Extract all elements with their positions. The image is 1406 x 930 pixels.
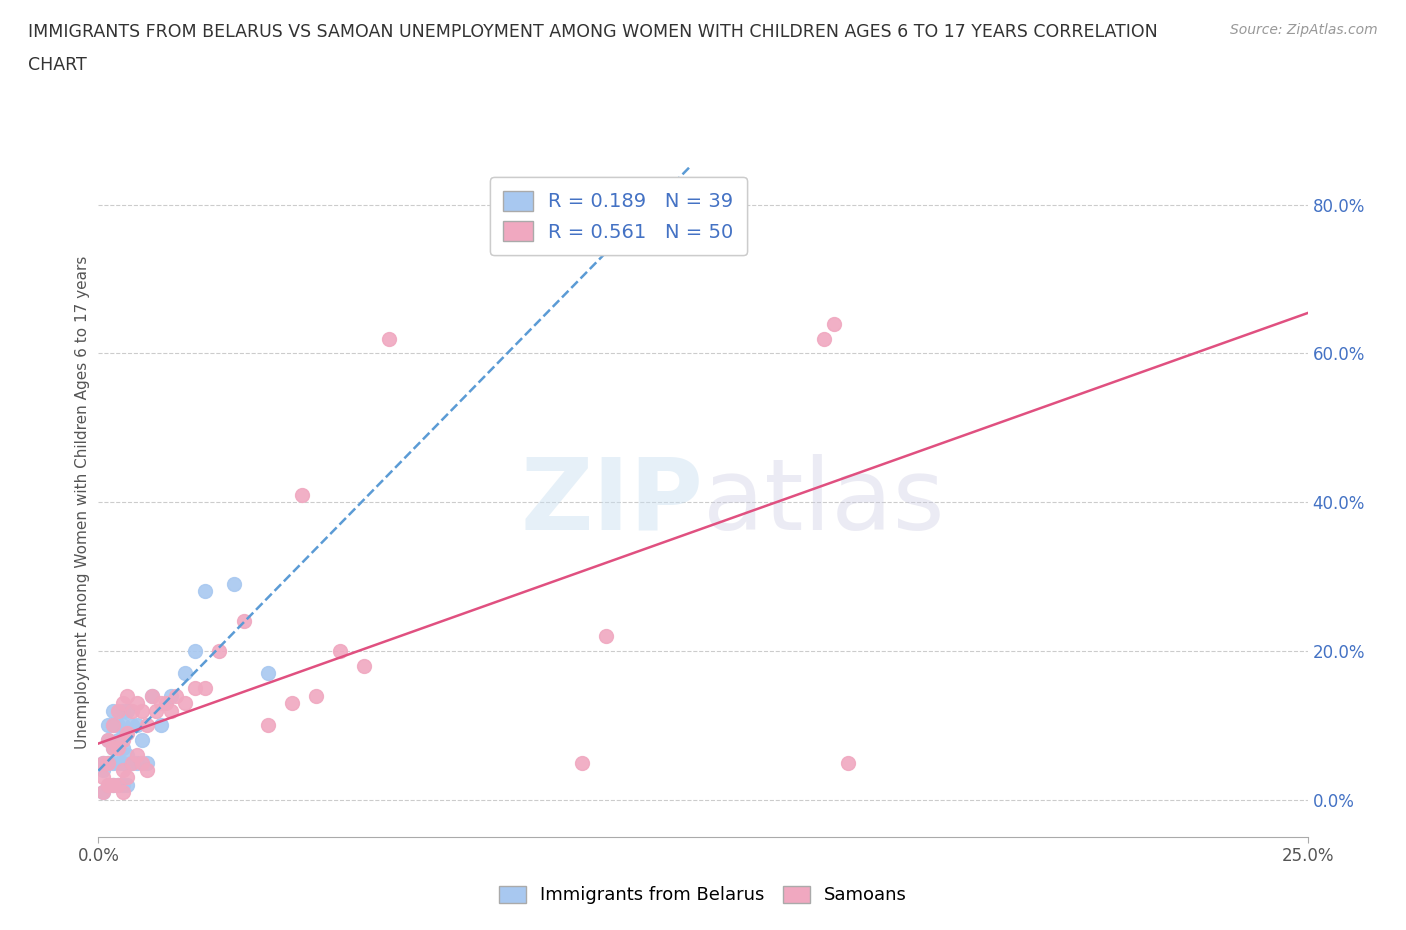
Point [290,487,312,502]
Legend: R = 0.189   N = 39, R = 0.561   N = 50: R = 0.189 N = 39, R = 0.561 N = 50 [489,177,747,255]
Y-axis label: Unemployment Among Women with Children Ages 6 to 17 years: Unemployment Among Women with Children A… [75,256,90,749]
Text: CHART: CHART [28,56,87,73]
Text: Source: ZipAtlas.com: Source: ZipAtlas.com [1230,23,1378,37]
Point [160,703,183,718]
Point [145,703,167,718]
Point [117,748,139,763]
Point [111,740,134,755]
Point [111,703,134,718]
Point [329,644,352,658]
Point [111,777,134,792]
Point [595,629,617,644]
Point [97,733,120,748]
Point [111,733,134,748]
Point [117,777,139,792]
Point [117,725,139,740]
Point [117,688,139,703]
Point [127,755,149,770]
Point [111,696,134,711]
Legend: Immigrants from Belarus, Samoans: Immigrants from Belarus, Samoans [492,879,914,911]
Point [101,777,124,792]
Point [165,688,187,703]
Point [160,688,183,703]
Text: IMMIGRANTS FROM BELARUS VS SAMOAN UNEMPLOYMENT AMONG WOMEN WITH CHILDREN AGES 6 : IMMIGRANTS FROM BELARUS VS SAMOAN UNEMPL… [28,23,1159,41]
Point [256,666,278,681]
Point [97,777,120,792]
Point [101,703,124,718]
Point [155,696,177,711]
Point [184,681,207,696]
Point [107,777,129,792]
Point [135,718,157,733]
Point [174,666,197,681]
Point [101,740,124,755]
Point [111,785,134,800]
Point [305,688,328,703]
Point [107,718,129,733]
Point [117,725,139,740]
Point [232,614,254,629]
Point [97,777,120,792]
Point [121,755,143,770]
Point [571,755,593,770]
Point [121,755,143,770]
Point [91,785,114,800]
Point [107,733,129,748]
Point [91,785,114,800]
Point [127,696,149,711]
Point [91,763,114,777]
Point [101,777,124,792]
Point [91,755,114,770]
Point [107,777,129,792]
Point [121,703,143,718]
Point [127,748,149,763]
Point [141,688,163,703]
Text: ZIP: ZIP [520,454,703,551]
Point [111,755,134,770]
Point [107,703,129,718]
Point [150,696,173,711]
Point [281,696,304,711]
Point [813,331,835,346]
Point [111,718,134,733]
Point [121,718,143,733]
Point [101,740,124,755]
Point [823,316,845,331]
Point [135,763,157,777]
Point [353,658,375,673]
Point [377,331,399,346]
Point [107,755,129,770]
Point [184,644,207,658]
Point [141,688,163,703]
Point [91,755,114,770]
Point [194,584,217,599]
Point [91,770,114,785]
Point [150,718,173,733]
Point [208,644,231,658]
Point [131,703,153,718]
Point [117,703,139,718]
Point [256,718,278,733]
Point [131,733,153,748]
Point [135,755,157,770]
Point [107,740,129,755]
Point [194,681,217,696]
Point [837,755,859,770]
Point [101,718,124,733]
Point [97,755,120,770]
Point [97,755,120,770]
Point [111,763,134,777]
Point [101,718,124,733]
Text: atlas: atlas [703,454,945,551]
Point [101,755,124,770]
Point [117,770,139,785]
Point [222,577,245,591]
Point [131,755,153,770]
Point [127,718,149,733]
Point [97,733,120,748]
Point [97,718,120,733]
Point [174,696,197,711]
